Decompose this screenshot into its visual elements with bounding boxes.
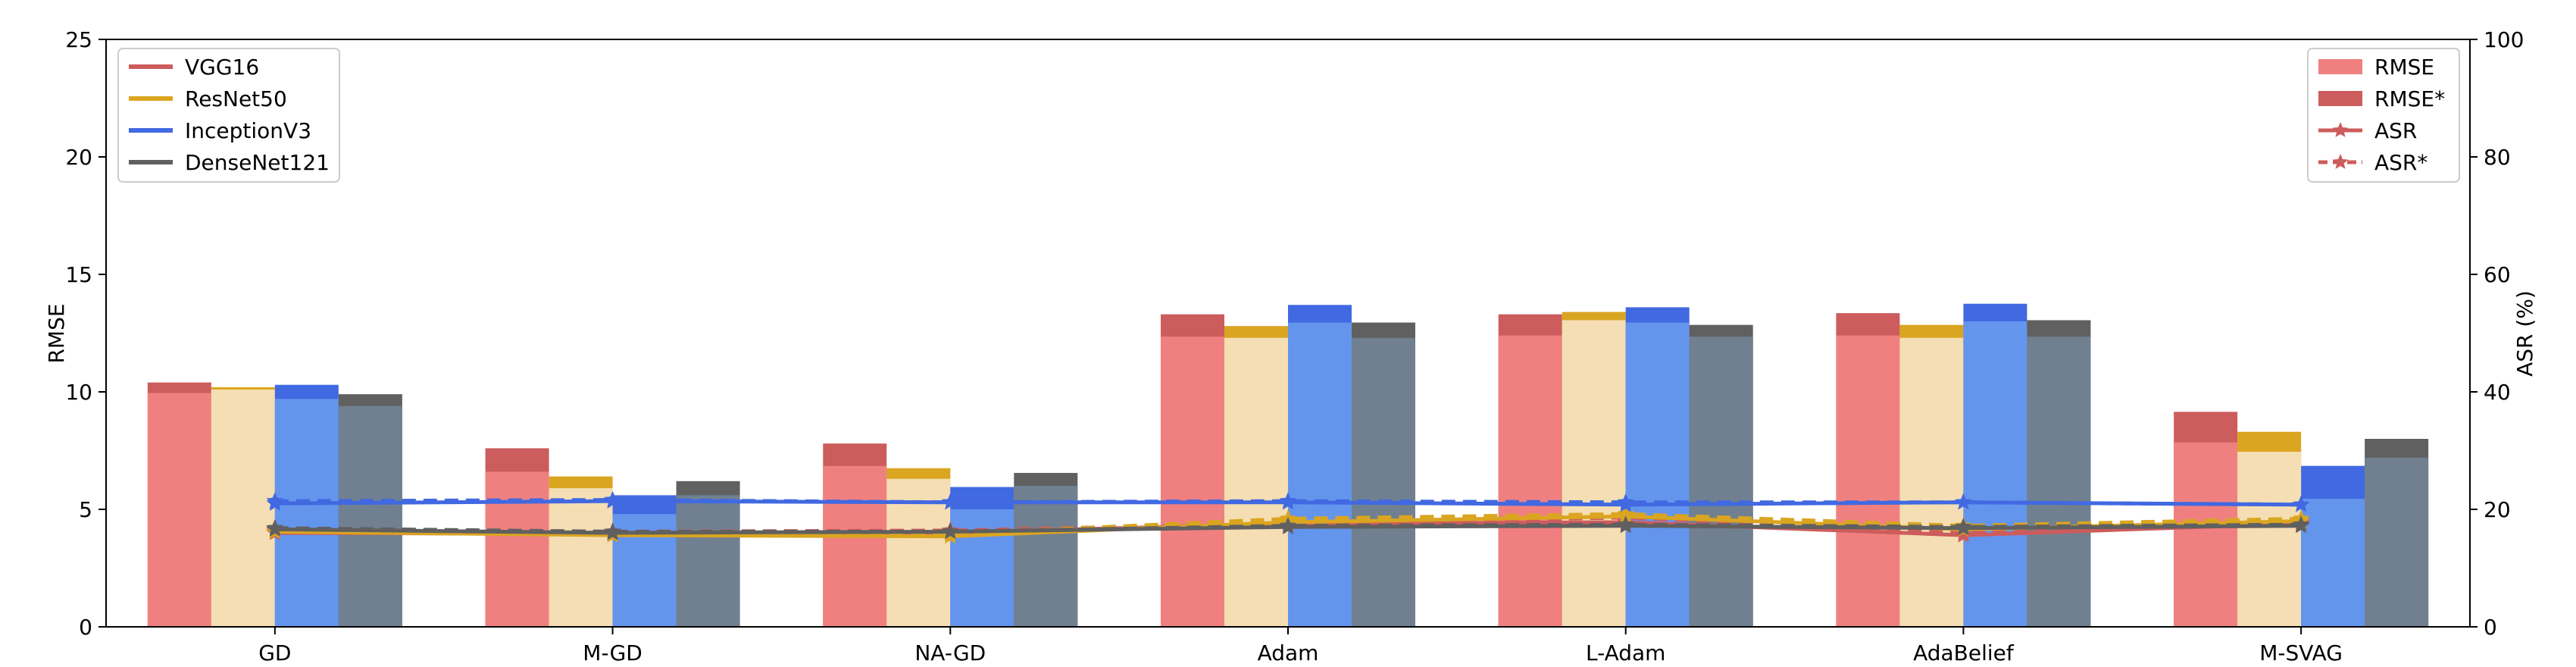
legend-label-vgg16: VGG16 [185,55,259,80]
y2-tick-label: 60 [2484,262,2511,287]
bar-rmse-densenet121-adabelief [2027,337,2091,627]
y2-tick-label: 20 [2484,497,2511,522]
legend-metrics-frame [2307,48,2460,183]
bar-rmse-vgg16-m-gd [485,471,549,627]
legend-label-densenet121: DenseNet121 [185,150,330,175]
y-tick-label: 20 [65,145,92,170]
legend-marker-asr-star [2332,154,2349,169]
y-axis-title: RMSE [44,303,69,363]
x-tick-label-m-svag: M-SVAG [2259,640,2343,665]
bar-rmse-resnet50-adam [1224,337,1288,627]
legend-label-resnet50: ResNet50 [185,86,287,111]
legend-models-frame [117,48,340,183]
bar-rmse-vgg16-na-gd [823,465,887,627]
bar-rmse-inceptionv3-na-gd [950,509,1014,627]
asr-point-inceptionv3-m-svag [2292,495,2310,512]
asr-point-inceptionv3-na-gd [941,493,959,510]
bar-rmse-densenet121-m-gd [676,495,740,627]
bar-rmse-resnet50-m-svag [2237,452,2302,627]
asr-point-densenet121-adam [1279,518,1297,534]
asr-point-densenet121-na-gd [941,522,959,540]
bar-rmse-vgg16-m-svag [2174,442,2238,627]
y-tick-label: 10 [65,380,92,405]
x-tick-label-gd: GD [258,640,291,665]
asr-point-densenet121-m-svag [2292,516,2310,534]
y2-tick-label: 0 [2484,615,2497,640]
legend-label-asr: ASR [2374,118,2417,143]
bar-rmse-resnet50-adabelief [1899,337,1964,627]
x-tick-label-m-gd: M-GD [583,640,642,665]
asr-point-inceptionv3-m-gd [604,492,621,509]
asr-point-densenet121-adabelief [1955,518,1972,536]
y-tick-label: 0 [79,615,92,640]
bar-rmse-inceptionv3-m-svag [2301,499,2365,627]
bar-rmse-densenet121-na-gd [1014,486,1078,627]
legend-label-asr-star: ASR* [2374,150,2428,175]
asr-point-inceptionv3-gd [266,494,284,511]
x-tick-label-adabelief: AdaBelief [1913,640,2015,665]
bar-rmse-densenet121-l-adam [1689,337,1753,627]
asr-point-inceptionv3-adabelief [1955,493,1972,510]
y2-tick-label: 80 [2484,145,2511,170]
legend-metrics: RMSE RMSE* ASR ASR* [2307,48,2460,183]
bar-rmse-densenet121-adam [1352,337,1415,627]
x-tick-label-na-gd: NA-GD [914,640,986,665]
y-tick-label: 15 [65,262,92,287]
bar-rmse-inceptionv3-adabelief [1963,321,2027,627]
legend-label-rmse: RMSE [2374,55,2434,80]
asr-point-inceptionv3-adam [1279,493,1297,510]
legend-marker-asr [2332,122,2349,137]
bar-rmse-vgg16-gd [147,393,211,627]
legend-models: VGG16 ResNet50 InceptionV3 DenseNet121 [117,48,340,183]
bar-rmse-vgg16-l-adam [1498,335,1562,627]
legend-swatch-rmse [2318,59,2362,74]
legend-label-inceptionv3: InceptionV3 [185,118,311,143]
bar-rmse-inceptionv3-gd [274,399,339,627]
legend-swatch-rmse-star [2318,91,2362,106]
asr-point-densenet121-l-adam [1617,516,1635,534]
x-tick-label-adam: Adam [1258,640,1319,665]
bar-rmse-inceptionv3-adam [1288,322,1352,627]
y2-tick-label: 40 [2484,380,2511,405]
bar-rmse-vgg16-adam [1161,337,1224,627]
asr-lines-layer [266,490,2310,544]
asr-point-resnet50-l-adam [1617,507,1635,525]
asr-point-inceptionv3-l-adam [1617,495,1635,512]
y2-axis-title: ASR (%) [2512,290,2537,377]
asr-point-vgg16-adabelief [1955,526,1972,543]
y2-tick-label: 100 [2484,27,2524,52]
bar-rmse-resnet50-gd [211,389,275,627]
legend-label-rmse-star: RMSE* [2374,86,2445,111]
axes-layer: 0 5 10 15 20 25 0 20 40 60 80 100 GD M-GD NA-GD Adam L-A… [65,27,2524,665]
bar-rmse-inceptionv3-l-adam [1625,322,1690,627]
y-tick-label: 25 [65,27,92,52]
asr-point-densenet121-gd [266,520,284,537]
asr-point-densenet121-m-gd [604,524,621,540]
x-tick-label-l-adam: L-Adam [1586,640,1665,665]
bar-rmse-densenet121-m-svag [2365,457,2429,627]
bar-rmse-resnet50-m-gd [549,488,613,627]
bar-rmse-vgg16-adabelief [1836,335,1900,627]
bar-rmse-resnet50-l-adam [1562,320,1626,627]
bar-rmse-densenet121-gd [338,406,402,627]
y-tick-label: 5 [79,497,92,522]
bars-layer [147,303,2429,627]
